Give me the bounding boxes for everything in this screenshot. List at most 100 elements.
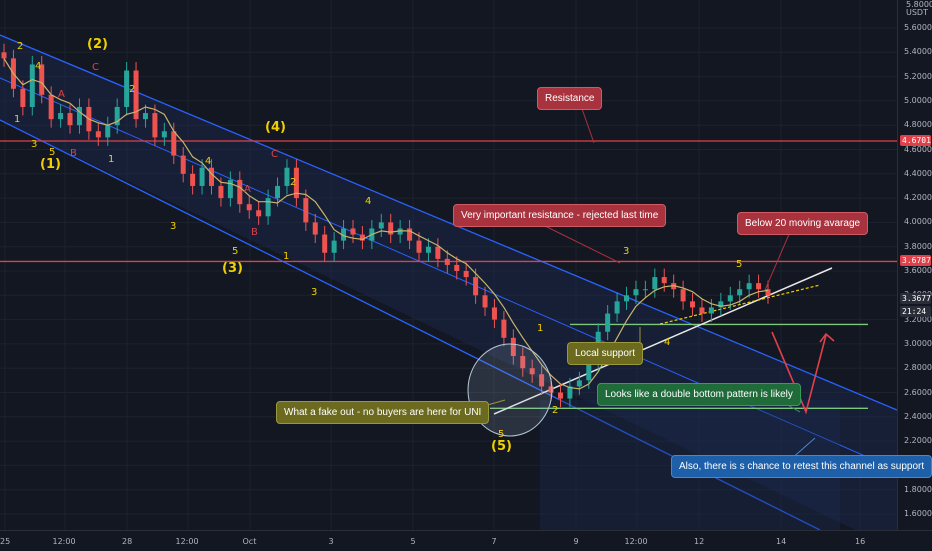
candle-body — [765, 289, 771, 296]
wave-label: 1 — [14, 114, 21, 125]
candle-body — [482, 295, 488, 308]
wave-label: 5 — [498, 429, 505, 440]
candle-body — [378, 222, 384, 229]
price-axis-unit: USDT — [906, 8, 928, 17]
wave-label: 4 — [205, 156, 212, 167]
candle-body — [1, 52, 7, 59]
candle-body — [454, 264, 460, 271]
wave-label: A — [244, 184, 251, 195]
candle-body — [473, 277, 479, 296]
wave-label: 2 — [290, 177, 297, 188]
candle-body — [322, 234, 328, 253]
time-tick-label: 25 — [0, 537, 11, 546]
candle-body — [548, 386, 554, 393]
resistance-note: Resistance — [537, 87, 603, 110]
wave-label: 1 — [108, 154, 115, 165]
price-axis[interactable]: 5.8000 USDT 5.6000 5.4000 5.2000 5.0000 4.80… — [897, 0, 932, 530]
wave-label: A — [58, 89, 65, 100]
price-tick-label: 3.0000 — [904, 338, 932, 348]
important-resistance-connector — [544, 225, 621, 264]
candle-body — [359, 234, 365, 241]
candle-body — [284, 167, 290, 186]
price-tick-label: 4.4000 — [904, 168, 932, 178]
moving-average-line — [3, 58, 769, 390]
candle-body — [397, 228, 403, 235]
wave-label: 3 — [623, 246, 630, 257]
candle-body — [20, 88, 26, 107]
candle-body — [699, 307, 705, 314]
wave-label: B — [251, 227, 258, 238]
candle-body — [605, 313, 611, 332]
price-tick-label: 2.2000 — [904, 436, 932, 446]
candle-body — [567, 386, 573, 399]
price-tick-label: 4.8000 — [904, 120, 932, 130]
candle-body — [331, 240, 337, 253]
candle-body — [642, 289, 648, 291]
price-tick-label: 5.2000 — [904, 71, 932, 81]
candle-body — [341, 228, 347, 241]
candle-body — [463, 271, 469, 278]
candle-body — [180, 155, 186, 174]
candle-body — [218, 185, 224, 199]
candle-body — [199, 167, 205, 186]
candle-body — [727, 295, 733, 302]
price-tick-label: 1.6000 — [904, 509, 932, 518]
price-tick-label: 3.8000 — [904, 241, 932, 251]
wave-label: 1 — [537, 323, 544, 334]
time-tick-label: 28 — [122, 537, 133, 546]
candle-body — [388, 222, 394, 235]
candle-body — [161, 131, 167, 138]
fake-out-note: What a fake out - no buyers are here for… — [276, 401, 490, 424]
projection-path — [771, 331, 827, 415]
candle-body — [416, 240, 422, 253]
double-bottom-note: Looks like a double bottom pattern is li… — [597, 383, 801, 406]
time-tick-label: 12:00 — [624, 537, 648, 546]
wave-label: 2 — [129, 84, 136, 95]
price-axis-unit-top: 5.8000 — [906, 0, 932, 9]
candle-body — [737, 289, 743, 296]
time-tick-label: 9 — [573, 537, 579, 546]
wave-label: (2) — [87, 37, 108, 52]
channel-fill — [0, 35, 897, 550]
candle-body — [293, 167, 299, 199]
candle-body — [58, 113, 64, 120]
candle-body — [614, 301, 620, 314]
candle-body — [95, 131, 101, 138]
wave-label: 3 — [170, 221, 177, 232]
wave-label: 3 — [31, 139, 38, 150]
price-tick-label: 1.8000 — [904, 484, 932, 494]
candle-body — [350, 228, 356, 235]
time-axis[interactable]: 25 12:00 28 12:00 Oct 3 5 7 9 12:00 12 14 16 — [0, 530, 932, 551]
candle-body — [142, 113, 148, 120]
candle-body — [529, 368, 535, 375]
price-tick-label: 2.8000 — [904, 363, 932, 373]
price-tag: 21:24 — [900, 306, 931, 318]
candle-body — [661, 277, 667, 284]
candle-body — [718, 301, 724, 308]
price-tick-label: 5.0000 — [904, 95, 932, 105]
candle-body — [539, 374, 545, 387]
candle-body — [312, 222, 318, 235]
price-tick-label: 2.6000 — [904, 387, 932, 397]
price-tick-label: 4.0000 — [904, 217, 932, 227]
candle-body — [303, 198, 309, 223]
candle-body — [557, 392, 563, 399]
candle-body — [708, 307, 714, 314]
wave-label: (3) — [222, 261, 243, 276]
candle-body — [190, 173, 196, 186]
candle-body — [29, 64, 35, 107]
candle-body — [171, 131, 177, 156]
candle-body — [124, 70, 130, 107]
wave-label: 5 — [736, 259, 743, 270]
candle-body — [444, 258, 450, 265]
time-tick-label: 12 — [694, 537, 705, 546]
time-tick-label: 5 — [410, 537, 416, 546]
price-tag: 3.6787 — [900, 255, 931, 267]
candle-body — [756, 283, 762, 290]
wave-label: 2 — [17, 41, 24, 52]
candle-body — [246, 204, 252, 211]
price-tag: 3.3677 — [900, 293, 931, 305]
candle-body — [76, 106, 82, 126]
price-tick-label: 2.4000 — [904, 411, 932, 421]
price-tag: 4.6701 — [900, 134, 931, 146]
